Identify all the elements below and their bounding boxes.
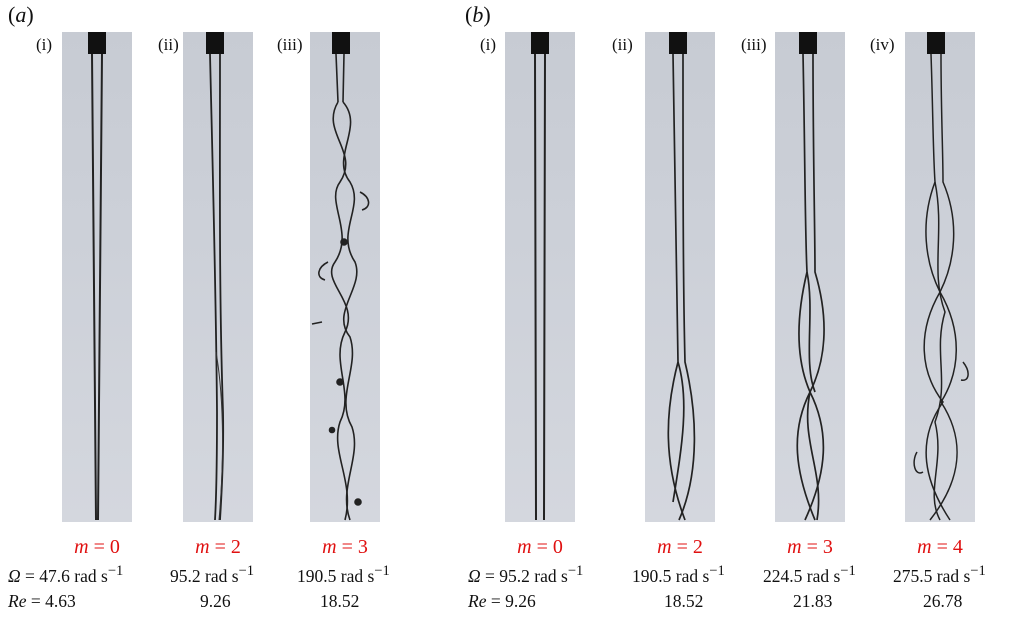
omega-a-i: Ω = 47.6 rad s−1 xyxy=(8,563,124,586)
omega-b-iii: 224.5 rad s−1 xyxy=(763,563,856,586)
omega-b-ii: 190.5 rad s−1 xyxy=(632,563,725,586)
photo-a-iii xyxy=(310,32,380,522)
sublabel-b-ii: (ii) xyxy=(612,35,633,54)
mode-label-b-ii: m = 2 xyxy=(657,536,703,558)
sublabel-b-iv: (iv) xyxy=(870,35,895,54)
omega-a-ii: 95.2 rad s−1 xyxy=(170,563,255,586)
photo-a-i xyxy=(62,32,132,522)
sublabel-b-iii: (iii) xyxy=(741,35,767,54)
photo-b-iv xyxy=(905,32,975,522)
mode-label-a-ii: m = 2 xyxy=(195,536,241,558)
re-a-i: Re = 4.63 xyxy=(8,591,76,611)
sublabel-b-i: (i) xyxy=(480,35,497,54)
photo-b-iii xyxy=(775,32,845,522)
sublabel-a-i: (i) xyxy=(36,35,53,54)
re-b-i: Re = 9.26 xyxy=(468,591,536,611)
mode-label-a-i: m = 0 xyxy=(74,536,120,558)
sublabel-a-iii: (iii) xyxy=(277,35,303,54)
re-b-ii: 18.52 xyxy=(664,591,704,611)
re-b-iii: 21.83 xyxy=(793,591,833,611)
omega-b-i: Ω = 95.2 rad s−1 xyxy=(468,563,584,586)
re-a-iii: 18.52 xyxy=(320,591,360,611)
omega-b-iv: 275.5 rad s−1 xyxy=(893,563,986,586)
mode-label-b-iii: m = 3 xyxy=(787,536,833,558)
re-a-ii: 9.26 xyxy=(200,591,231,611)
panel-b-label: (b) xyxy=(465,2,491,27)
photo-b-i xyxy=(505,32,575,522)
panel-a-label: (a) xyxy=(8,2,34,27)
omega-a-iii: 190.5 rad s−1 xyxy=(297,563,390,586)
photo-a-ii xyxy=(183,32,253,522)
photo-b-ii xyxy=(645,32,715,522)
sublabel-a-ii: (ii) xyxy=(158,35,179,54)
mode-label-b-iv: m = 4 xyxy=(917,536,963,558)
mode-label-b-i: m = 0 xyxy=(517,536,563,558)
re-b-iv: 26.78 xyxy=(923,591,963,611)
mode-label-a-iii: m = 3 xyxy=(322,536,368,558)
